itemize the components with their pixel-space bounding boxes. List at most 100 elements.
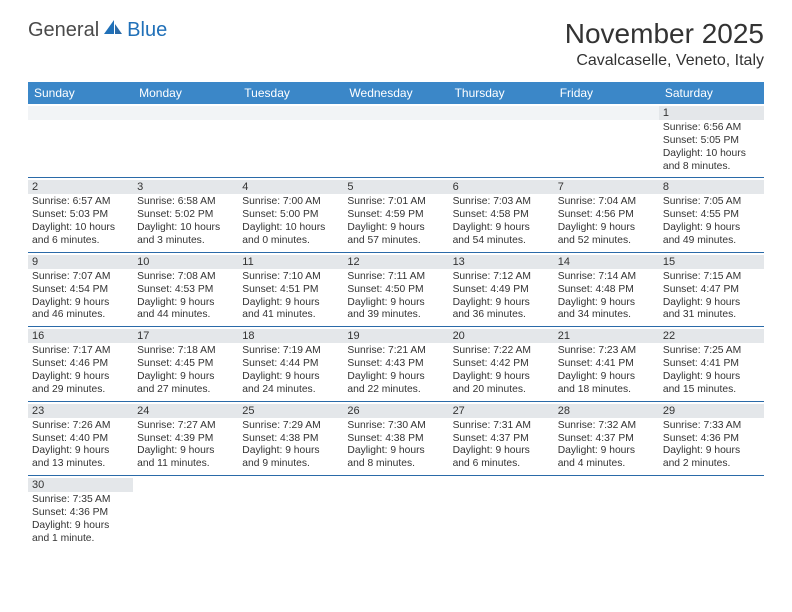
- day-details: Sunrise: 7:25 AMSunset: 4:41 PMDaylight:…: [663, 345, 760, 396]
- sunrise-text: Sunrise: 7:18 AM: [137, 345, 234, 358]
- empty-cell: [449, 476, 554, 549]
- day-number: 5: [343, 180, 448, 194]
- day-number: 11: [238, 255, 343, 269]
- empty-cell: .: [449, 104, 554, 177]
- sunrise-text: Sunrise: 7:04 AM: [558, 196, 655, 209]
- calendar: Sunday Monday Tuesday Wednesday Thursday…: [28, 82, 764, 550]
- header: General Blue November 2025 Cavalcaselle,…: [0, 0, 792, 78]
- daylight-text-1: Daylight: 9 hours: [137, 297, 234, 310]
- day-cell: 5Sunrise: 7:01 AMSunset: 4:59 PMDaylight…: [343, 178, 448, 251]
- weekday-header-row: Sunday Monday Tuesday Wednesday Thursday…: [28, 82, 764, 104]
- empty-cell: [554, 476, 659, 549]
- week-row: 30 Sunrise: 7:35 AMSunset: 4:36 PMDayligh…: [28, 476, 764, 549]
- day-cell: 26Sunrise: 7:30 AMSunset: 4:38 PMDayligh…: [343, 402, 448, 475]
- day-cell: 2Sunrise: 6:57 AMSunset: 5:03 PMDaylight…: [28, 178, 133, 251]
- sunrise-text: Sunrise: 7:11 AM: [347, 271, 444, 284]
- daylight-text-2: and 6 minutes.: [32, 235, 129, 248]
- sunrise-text: Sunrise: 7:10 AM: [242, 271, 339, 284]
- day-details: Sunrise: 7:29 AMSunset: 4:38 PMDaylight:…: [242, 420, 339, 471]
- day-number: 6: [449, 180, 554, 194]
- weekday-header: Sunday: [28, 82, 133, 104]
- sunset-text: Sunset: 4:45 PM: [137, 358, 234, 371]
- empty-cell: .: [238, 104, 343, 177]
- day-cell: 20Sunrise: 7:22 AMSunset: 4:42 PMDayligh…: [449, 327, 554, 400]
- day-details: Sunrise: 7:03 AMSunset: 4:58 PMDaylight:…: [453, 196, 550, 247]
- day-details: Sunrise: 7:18 AMSunset: 4:45 PMDaylight:…: [137, 345, 234, 396]
- daylight-text-2: and 49 minutes.: [663, 235, 760, 248]
- daylight-text-2: and 9 minutes.: [242, 458, 339, 471]
- sunset-text: Sunset: 4:47 PM: [663, 284, 760, 297]
- day-number: 30: [28, 478, 133, 492]
- day-number: 13: [449, 255, 554, 269]
- sunrise-text: Sunrise: 6:58 AM: [137, 196, 234, 209]
- sunrise-text: Sunrise: 7:32 AM: [558, 420, 655, 433]
- sunset-text: Sunset: 4:51 PM: [242, 284, 339, 297]
- sunset-text: Sunset: 4:50 PM: [347, 284, 444, 297]
- weekday-header: Friday: [554, 82, 659, 104]
- daylight-text-2: and 3 minutes.: [137, 235, 234, 248]
- daylight-text-1: Daylight: 9 hours: [663, 297, 760, 310]
- week-row: 23 Sunrise: 7:26 AMSunset: 4:40 PMDayligh…: [28, 402, 764, 476]
- sunset-text: Sunset: 4:38 PM: [242, 433, 339, 446]
- sunset-text: Sunset: 4:58 PM: [453, 209, 550, 222]
- empty-cell: .: [343, 104, 448, 177]
- day-cell: 23 Sunrise: 7:26 AMSunset: 4:40 PMDayligh…: [28, 402, 133, 475]
- sunset-text: Sunset: 4:43 PM: [347, 358, 444, 371]
- day-cell: 29Sunrise: 7:33 AMSunset: 4:36 PMDayligh…: [659, 402, 764, 475]
- day-number: 4: [238, 180, 343, 194]
- empty-cell: .: [28, 104, 133, 177]
- day-cell: 19Sunrise: 7:21 AMSunset: 4:43 PMDayligh…: [343, 327, 448, 400]
- day-number: 9: [28, 255, 133, 269]
- day-details: Sunrise: 7:26 AMSunset: 4:40 PMDaylight:…: [32, 420, 129, 471]
- daynum-bar-empty: .: [133, 106, 238, 120]
- location-subtitle: Cavalcaselle, Veneto, Italy: [565, 52, 764, 70]
- day-number: 2: [28, 180, 133, 194]
- day-number: 23: [28, 404, 133, 418]
- sunrise-text: Sunrise: 7:27 AM: [137, 420, 234, 433]
- empty-cell: [659, 476, 764, 549]
- day-number: 17: [133, 329, 238, 343]
- day-details: Sunrise: 7:27 AMSunset: 4:39 PMDaylight:…: [137, 420, 234, 471]
- daylight-text-2: and 57 minutes.: [347, 235, 444, 248]
- daylight-text-1: Daylight: 9 hours: [453, 297, 550, 310]
- day-number: 19: [343, 329, 448, 343]
- empty-cell: [343, 476, 448, 549]
- daylight-text-1: Daylight: 9 hours: [32, 520, 129, 533]
- sunset-text: Sunset: 4:39 PM: [137, 433, 234, 446]
- daylight-text-1: Daylight: 9 hours: [663, 371, 760, 384]
- daylight-text-1: Daylight: 9 hours: [558, 371, 655, 384]
- sunset-text: Sunset: 4:36 PM: [663, 433, 760, 446]
- daylight-text-1: Daylight: 9 hours: [347, 222, 444, 235]
- sunrise-text: Sunrise: 7:07 AM: [32, 271, 129, 284]
- day-cell: 10Sunrise: 7:08 AMSunset: 4:53 PMDayligh…: [133, 253, 238, 326]
- month-title: November 2025: [565, 18, 764, 50]
- empty-cell: .: [554, 104, 659, 177]
- day-details: Sunrise: 7:07 AMSunset: 4:54 PMDaylight:…: [32, 271, 129, 322]
- day-details: Sunrise: 7:35 AMSunset: 4:36 PMDaylight:…: [32, 494, 129, 545]
- sunrise-text: Sunrise: 7:08 AM: [137, 271, 234, 284]
- day-details: Sunrise: 7:17 AMSunset: 4:46 PMDaylight:…: [32, 345, 129, 396]
- sunrise-text: Sunrise: 7:31 AM: [453, 420, 550, 433]
- daylight-text-1: Daylight: 10 hours: [137, 222, 234, 235]
- day-cell: 22Sunrise: 7:25 AMSunset: 4:41 PMDayligh…: [659, 327, 764, 400]
- weeks-container: ......1Sunrise: 6:56 AMSunset: 5:05 PMDa…: [28, 104, 764, 550]
- day-details: Sunrise: 7:10 AMSunset: 4:51 PMDaylight:…: [242, 271, 339, 322]
- day-number: 10: [133, 255, 238, 269]
- sunrise-text: Sunrise: 7:14 AM: [558, 271, 655, 284]
- empty-cell: .: [133, 104, 238, 177]
- daylight-text-2: and 6 minutes.: [453, 458, 550, 471]
- sunrise-text: Sunrise: 7:33 AM: [663, 420, 760, 433]
- brand-logo: General Blue: [28, 18, 167, 42]
- daylight-text-1: Daylight: 10 hours: [242, 222, 339, 235]
- sunrise-text: Sunrise: 7:23 AM: [558, 345, 655, 358]
- day-details: Sunrise: 7:23 AMSunset: 4:41 PMDaylight:…: [558, 345, 655, 396]
- day-details: Sunrise: 7:04 AMSunset: 4:56 PMDaylight:…: [558, 196, 655, 247]
- day-details: Sunrise: 7:32 AMSunset: 4:37 PMDaylight:…: [558, 420, 655, 471]
- sunset-text: Sunset: 4:46 PM: [32, 358, 129, 371]
- day-number: 26: [343, 404, 448, 418]
- sunrise-text: Sunrise: 7:01 AM: [347, 196, 444, 209]
- day-number: 27: [449, 404, 554, 418]
- sunset-text: Sunset: 5:00 PM: [242, 209, 339, 222]
- weekday-header: Tuesday: [238, 82, 343, 104]
- day-details: Sunrise: 7:05 AMSunset: 4:55 PMDaylight:…: [663, 196, 760, 247]
